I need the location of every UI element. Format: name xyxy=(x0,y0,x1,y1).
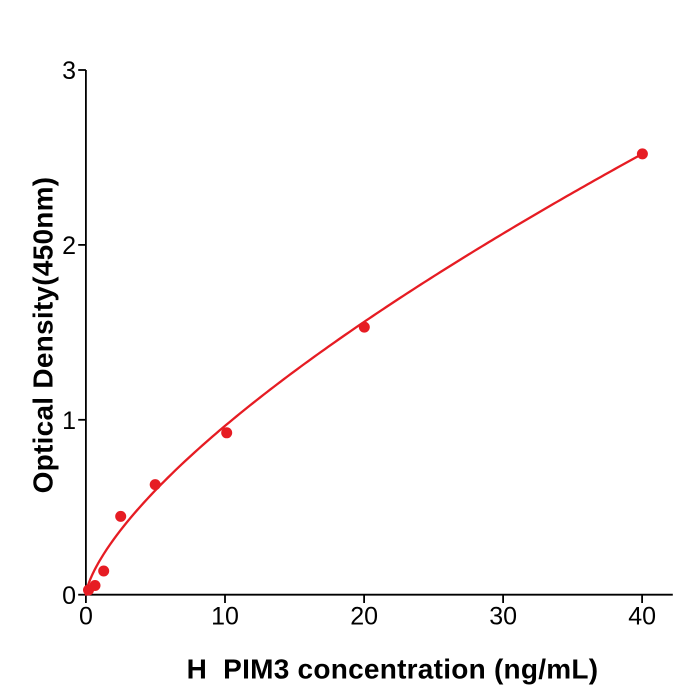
svg-text:20: 20 xyxy=(350,603,378,631)
svg-text:2: 2 xyxy=(62,232,76,260)
svg-text:10: 10 xyxy=(211,603,239,631)
svg-text:30: 30 xyxy=(489,603,517,631)
svg-text:0: 0 xyxy=(79,603,93,631)
svg-text:3: 3 xyxy=(62,57,76,85)
svg-text:0: 0 xyxy=(62,582,76,610)
svg-text:1: 1 xyxy=(62,407,76,435)
svg-text:H PIM3 concentration (ng/mL): H PIM3 concentration (ng/mL) xyxy=(187,654,599,685)
svg-text:Optical Density(450nm): Optical Density(450nm) xyxy=(27,177,58,494)
svg-text:40: 40 xyxy=(628,603,656,631)
